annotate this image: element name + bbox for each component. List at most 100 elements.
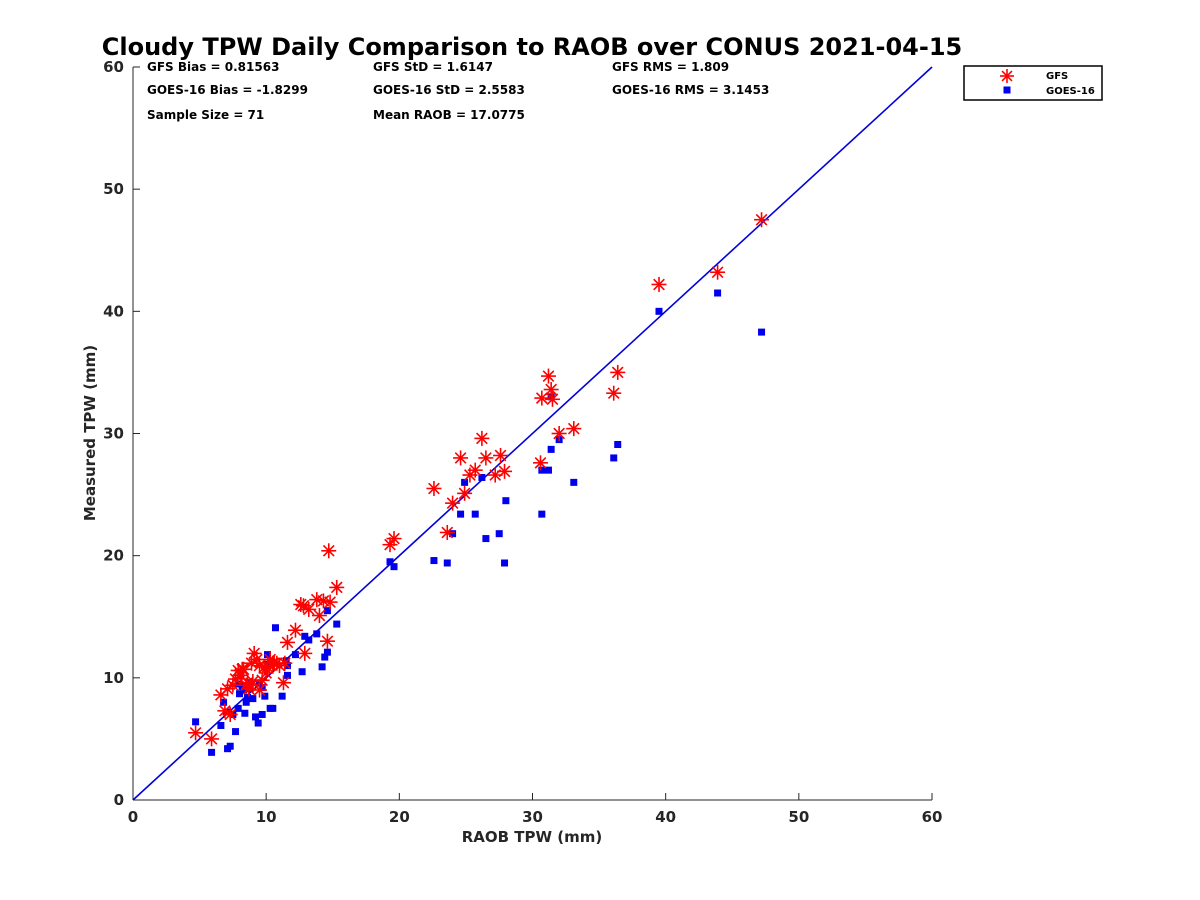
x-tick-label: 60 bbox=[922, 808, 943, 826]
gfs-point bbox=[225, 677, 241, 693]
goes16-point bbox=[298, 668, 306, 676]
gfs-point bbox=[222, 706, 238, 722]
goes16-point bbox=[321, 653, 329, 661]
goes16-point bbox=[443, 559, 451, 567]
x-tick-label: 50 bbox=[788, 808, 809, 826]
gfs-point bbox=[319, 633, 335, 649]
goes16-point bbox=[758, 328, 766, 336]
plot-area: 0 10 20 30 40 50 60 0 10 20 30 40 50 60 bbox=[103, 58, 942, 826]
gfs-point bbox=[277, 655, 293, 671]
legend-goes-label: GOES-16 bbox=[1046, 86, 1095, 97]
gfs-point bbox=[322, 594, 338, 610]
goes16-point bbox=[614, 440, 622, 448]
gfs-point bbox=[543, 382, 559, 398]
gfs-point bbox=[651, 276, 667, 292]
gfs-point bbox=[234, 661, 250, 677]
stat-text: GFS StD = 1.6147 bbox=[373, 60, 493, 74]
gfs-point bbox=[493, 447, 509, 463]
goes16-point bbox=[714, 289, 722, 297]
gfs-point bbox=[754, 212, 770, 228]
goes16-point bbox=[283, 671, 291, 679]
goes16-point bbox=[501, 559, 509, 567]
y-tick-label: 60 bbox=[103, 58, 124, 76]
gfs-point bbox=[252, 658, 268, 674]
gfs-point bbox=[329, 579, 345, 595]
gfs-point bbox=[540, 368, 556, 384]
stat-text: Sample Size = 71 bbox=[147, 108, 264, 122]
gfs-point bbox=[534, 390, 550, 406]
goes16-point bbox=[478, 473, 486, 481]
stat-text: GFS Bias = 0.81563 bbox=[147, 60, 279, 74]
goes16-point bbox=[226, 742, 234, 750]
x-tick-label: 0 bbox=[128, 808, 138, 826]
goes16-point bbox=[570, 478, 578, 486]
gfs-point bbox=[710, 264, 726, 280]
gfs-point bbox=[252, 682, 268, 698]
y-tick-label: 0 bbox=[114, 791, 124, 809]
x-axis-label: RAOB TPW (mm) bbox=[462, 828, 603, 846]
goes16-point bbox=[220, 698, 228, 706]
y-tick-label: 30 bbox=[103, 425, 124, 443]
gfs-point bbox=[453, 450, 469, 466]
goes16-point bbox=[390, 563, 398, 571]
gfs-point bbox=[386, 531, 402, 547]
goes16-point bbox=[244, 693, 252, 701]
goes16-point bbox=[269, 704, 277, 712]
gfs-point bbox=[311, 608, 327, 624]
goes16-point bbox=[217, 721, 225, 729]
goes16-point bbox=[271, 624, 279, 632]
goes16-point bbox=[258, 710, 266, 718]
legend-box bbox=[963, 65, 1103, 101]
goes16-point bbox=[471, 510, 479, 518]
goes16-point bbox=[547, 445, 555, 453]
goes16-point bbox=[234, 680, 242, 688]
goes16-point bbox=[482, 535, 490, 543]
x-tick-label: 20 bbox=[389, 808, 410, 826]
goes16-point bbox=[610, 454, 618, 462]
gfs-point bbox=[566, 421, 582, 437]
goes16-point bbox=[254, 719, 262, 727]
y-axis-label: Measured TPW (mm) bbox=[81, 345, 99, 521]
goes16-point bbox=[240, 686, 248, 694]
goes16-point bbox=[236, 690, 244, 698]
goes16-point bbox=[538, 466, 546, 474]
x-tick-label: 10 bbox=[256, 808, 277, 826]
goes16-point bbox=[208, 748, 216, 756]
stat-text: GOES-16 Bias = -1.8299 bbox=[147, 83, 308, 97]
gfs-point bbox=[606, 385, 622, 401]
gfs-point bbox=[295, 598, 311, 614]
goes16-point bbox=[261, 692, 269, 700]
goes16-point bbox=[333, 620, 341, 628]
gfs-point bbox=[287, 622, 303, 638]
gfs-point bbox=[275, 675, 291, 691]
goes16-point bbox=[232, 728, 240, 736]
gfs-point bbox=[266, 655, 282, 671]
gfs-point bbox=[297, 645, 313, 661]
gfs-point bbox=[497, 463, 513, 479]
goes16-point bbox=[655, 307, 663, 315]
goes16-point bbox=[234, 704, 242, 712]
y-tick-label: 40 bbox=[103, 302, 124, 320]
legend-gfs-marker bbox=[1000, 69, 1014, 83]
gfs-point bbox=[610, 364, 626, 380]
legend-gfs-asterisk bbox=[1000, 69, 1014, 83]
legend-goes-marker bbox=[1003, 86, 1011, 94]
chart-title: Cloudy TPW Daily Comparison to RAOB over… bbox=[102, 33, 962, 61]
gfs-point bbox=[204, 731, 220, 747]
gfs-point bbox=[246, 645, 262, 661]
goes16-point bbox=[291, 651, 299, 659]
goes16-point bbox=[538, 510, 546, 518]
goes16-point bbox=[263, 651, 271, 659]
gfs-point bbox=[544, 391, 560, 407]
legend-goes-square bbox=[1003, 86, 1011, 94]
x-tick-label: 40 bbox=[655, 808, 676, 826]
gfs-point bbox=[474, 430, 490, 446]
legend-gfs-label: GFS bbox=[1046, 71, 1068, 82]
goes16-point bbox=[192, 718, 200, 726]
goes16-point bbox=[386, 558, 394, 566]
goes16-point bbox=[544, 466, 552, 474]
goes16-point bbox=[305, 636, 313, 644]
gfs-point bbox=[551, 426, 567, 441]
gfs-point bbox=[532, 455, 548, 471]
